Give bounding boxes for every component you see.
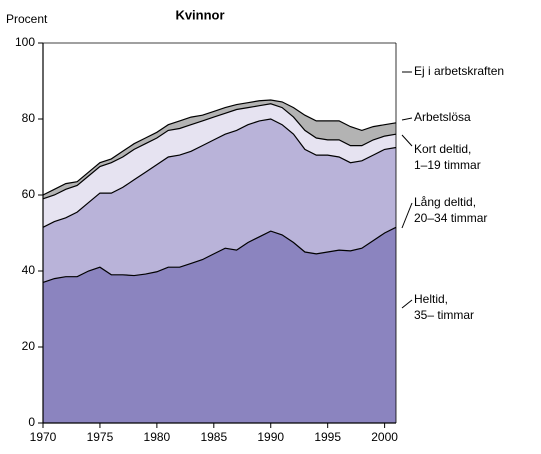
area [43, 100, 396, 199]
y-tick-label: 60 [22, 187, 36, 201]
legend-line: Heltid, [414, 292, 448, 306]
chart-title: Kvinnor [175, 7, 224, 22]
area [43, 103, 396, 228]
legend-label: Kort deltid, 1–19 timmar [414, 142, 481, 172]
legend-label: Lång deltid, 20–34 timmar [414, 195, 487, 225]
leader-line [401, 299, 413, 309]
legend-line: Arbetslösa [414, 110, 471, 124]
area [43, 119, 396, 283]
boundary-line [42, 118, 397, 228]
legend-line: 1–19 timmar [414, 158, 481, 172]
legend-label: Ej i arbetskraften [414, 64, 504, 78]
boundary-line [42, 103, 397, 200]
y-tick-label: 40 [22, 263, 36, 277]
x-tick-label: 1990 [257, 430, 284, 444]
leader-line [401, 202, 413, 229]
legend-line: Lång deltid, [414, 195, 476, 209]
y-tick-label: 20 [22, 339, 36, 353]
legend-label: Arbetslösa [414, 110, 471, 124]
y-tick-label: 0 [28, 415, 35, 429]
legend-line: 20–34 timmar [414, 211, 487, 225]
y-tick-label: 80 [22, 111, 36, 125]
y-axis-label: Procent [6, 12, 48, 26]
x-tick-label: 1980 [144, 430, 171, 444]
leader-line [401, 134, 413, 147]
x-tick-label: 2000 [371, 430, 398, 444]
boundary-line [42, 226, 397, 283]
area [43, 227, 396, 423]
area [43, 43, 396, 195]
x-tick-label: 1975 [87, 430, 114, 444]
legend-line: Ej i arbetskraften [414, 64, 504, 78]
legend-label: Heltid, 35– timmar [414, 292, 474, 322]
x-tick-label: 1985 [200, 430, 227, 444]
x-tick-label: 1995 [314, 430, 341, 444]
boundary-line [42, 99, 397, 196]
legend-line: 35– timmar [414, 308, 474, 322]
legend-line: Kort deltid, [414, 142, 471, 156]
y-tick-label: 100 [15, 35, 35, 49]
x-tick-label: 1970 [30, 430, 57, 444]
leader-line [401, 117, 413, 121]
